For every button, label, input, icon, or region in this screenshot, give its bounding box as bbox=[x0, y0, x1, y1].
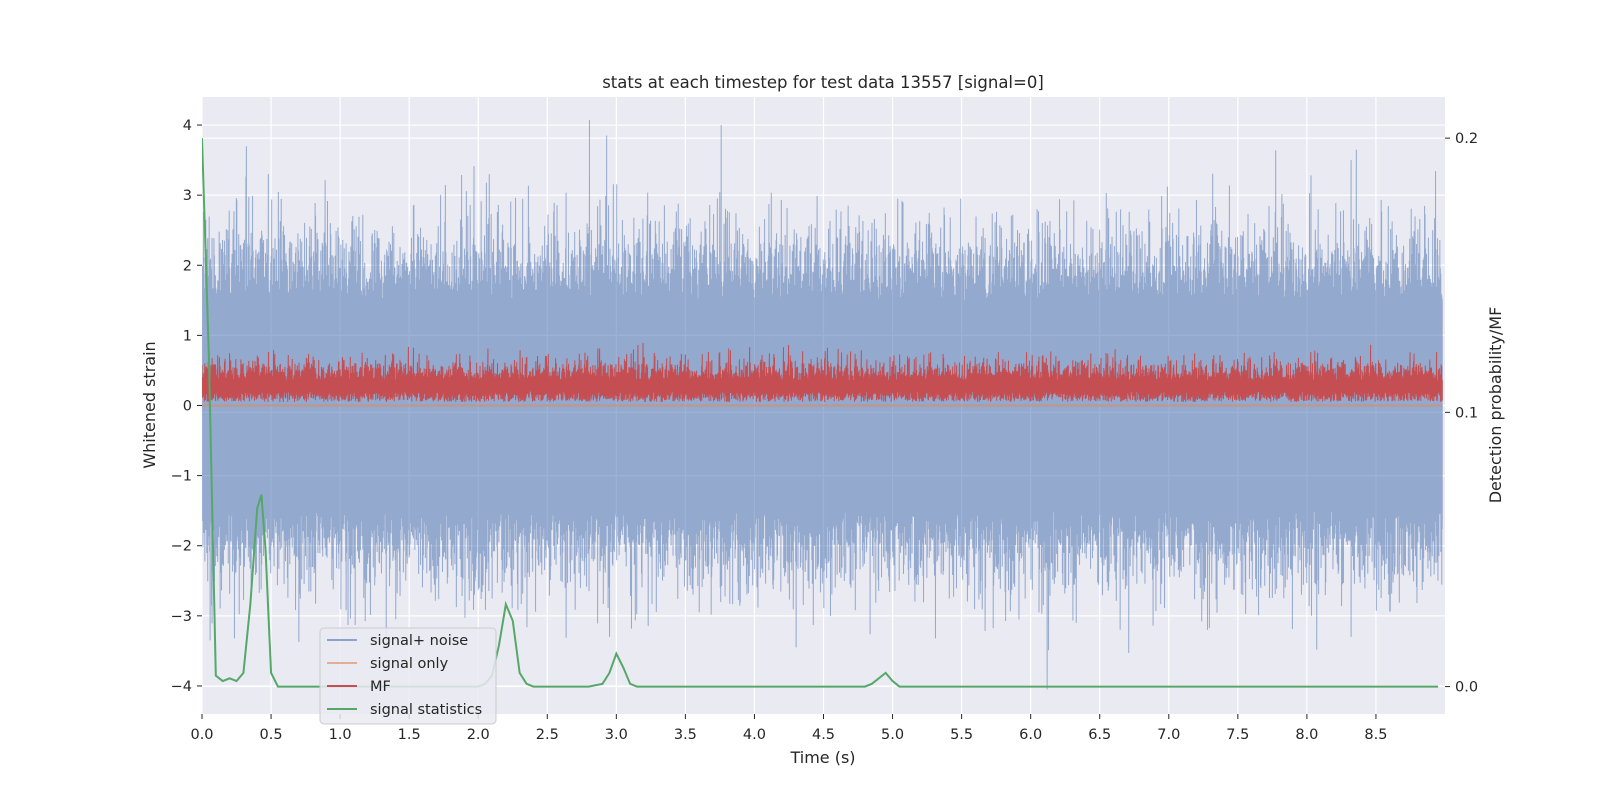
y-tick-label: −2 bbox=[171, 539, 192, 555]
x-tick-label: 5.0 bbox=[881, 727, 904, 743]
series-mf-line bbox=[202, 342, 1443, 403]
legend-label-signal-only: signal only bbox=[370, 656, 449, 672]
y-right-tick-label: 0.0 bbox=[1455, 680, 1478, 696]
x-tick-label: 7.0 bbox=[1157, 727, 1180, 743]
x-tick-label: 6.5 bbox=[1088, 727, 1111, 743]
series-layer bbox=[202, 120, 1443, 690]
x-tick-label: 0.5 bbox=[260, 727, 283, 743]
x-tick-label: 8.5 bbox=[1364, 727, 1387, 743]
legend-frame bbox=[319, 627, 497, 725]
y-tick-label: 4 bbox=[183, 118, 192, 134]
x-tick-label: 8.0 bbox=[1295, 727, 1318, 743]
y-right-tick-label: 0.2 bbox=[1455, 131, 1478, 147]
x-tick-label: 4.0 bbox=[743, 727, 766, 743]
x-tick-label: 2.0 bbox=[467, 727, 490, 743]
y-axis-right-label: Detection probability/MF bbox=[1486, 307, 1505, 504]
y-tick-label: 1 bbox=[183, 328, 192, 344]
chart-title: stats at each timestep for test data 135… bbox=[602, 73, 1044, 92]
x-tick-label: 1.0 bbox=[329, 727, 352, 743]
x-tick-label: 6.0 bbox=[1019, 727, 1042, 743]
y-tick-label: −3 bbox=[171, 609, 192, 625]
x-tick-label: 2.5 bbox=[536, 727, 559, 743]
x-axis-label: Time (s) bbox=[789, 748, 855, 767]
x-tick-label: 0.0 bbox=[190, 727, 213, 743]
y-tick-label: −1 bbox=[171, 469, 192, 485]
x-tick-label: 4.5 bbox=[812, 727, 835, 743]
y-tick-label: −4 bbox=[171, 679, 192, 695]
legend: signal+ noise signal only MF signal stat… bbox=[319, 627, 497, 725]
legend-label-mf: MF bbox=[370, 679, 391, 695]
x-tick-label: 7.5 bbox=[1226, 727, 1249, 743]
y-tick-label: 3 bbox=[183, 188, 192, 204]
x-tick-label: 1.5 bbox=[398, 727, 421, 743]
y-tick-label: 0 bbox=[183, 399, 192, 415]
x-tick-label: 3.0 bbox=[605, 727, 628, 743]
legend-label-signal-noise: signal+ noise bbox=[370, 633, 468, 649]
legend-label-signal-statistics: signal statistics bbox=[370, 702, 482, 718]
y-axis-label: Whitened strain bbox=[140, 341, 159, 468]
x-tick-label: 5.5 bbox=[950, 727, 973, 743]
ticks: 0.0 0.5 1.0 1.5 2.0 2.5 3.0 3.5 4.0 4.5 5.0 5.5 6.0 6… bbox=[171, 118, 1478, 743]
y-tick-label: 2 bbox=[183, 258, 192, 274]
y-right-tick-label: 0.1 bbox=[1455, 405, 1478, 421]
x-tick-label: 3.5 bbox=[674, 727, 697, 743]
